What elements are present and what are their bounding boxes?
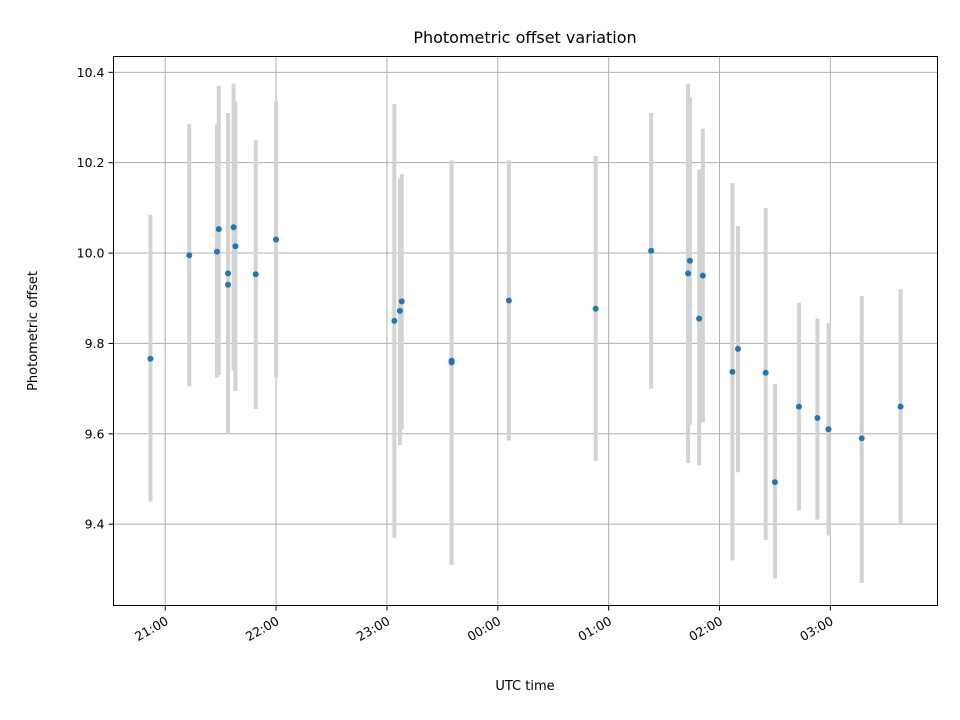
data-point <box>825 426 832 433</box>
data-point <box>147 355 154 362</box>
y-tick-label: 10.2 <box>77 155 105 170</box>
data-point <box>215 226 222 233</box>
data-point <box>795 403 802 410</box>
y-axis: 9.4 9.6 9.8 10.0 10.2 10.4 <box>77 65 114 532</box>
data-point <box>696 315 703 322</box>
data-point <box>225 270 232 277</box>
data-point <box>734 345 741 352</box>
data-point <box>230 224 237 231</box>
data-point <box>686 257 693 264</box>
data-point <box>729 368 736 375</box>
x-tick-label: 03:00 <box>797 613 836 644</box>
x-tick-label: 00:00 <box>465 613 504 644</box>
x-tick-label: 01:00 <box>575 613 614 644</box>
data-point <box>762 369 769 376</box>
data-point <box>814 414 821 421</box>
data-point <box>186 252 193 259</box>
data-point <box>699 272 706 279</box>
x-tick-label: 21:00 <box>132 613 171 644</box>
x-axis-label: UTC time <box>495 679 554 694</box>
data-point <box>225 281 232 288</box>
data-point <box>648 247 655 254</box>
data-point <box>685 270 692 277</box>
y-tick-label: 9.6 <box>85 426 105 441</box>
data-point <box>396 307 403 314</box>
data-point <box>398 298 405 305</box>
data-point <box>213 248 220 255</box>
data-point <box>448 357 455 364</box>
data-point <box>273 236 280 243</box>
x-tick-label: 22:00 <box>243 613 282 644</box>
y-axis-label: Photometric offset <box>26 271 41 391</box>
data-point <box>897 403 904 410</box>
data-points <box>147 224 904 486</box>
data-point <box>592 305 599 312</box>
data-point <box>505 297 512 304</box>
data-point <box>391 317 398 324</box>
chart-title: Photometric offset variation <box>413 28 636 47</box>
error-bars <box>148 83 903 583</box>
data-point <box>771 479 778 486</box>
data-point <box>232 243 239 250</box>
data-point <box>252 271 259 278</box>
plot-frame <box>113 56 938 606</box>
data-point <box>858 435 865 442</box>
x-axis: 21:00 22:00 23:00 00:00 01:00 02:00 03:00 <box>132 605 836 644</box>
y-tick-label: 9.8 <box>85 336 105 351</box>
y-tick-label: 9.4 <box>85 517 105 532</box>
y-tick-label: 10.4 <box>77 65 105 80</box>
x-tick-label: 23:00 <box>354 613 393 644</box>
y-tick-label: 10.0 <box>77 246 105 261</box>
x-tick-label: 02:00 <box>686 613 725 644</box>
